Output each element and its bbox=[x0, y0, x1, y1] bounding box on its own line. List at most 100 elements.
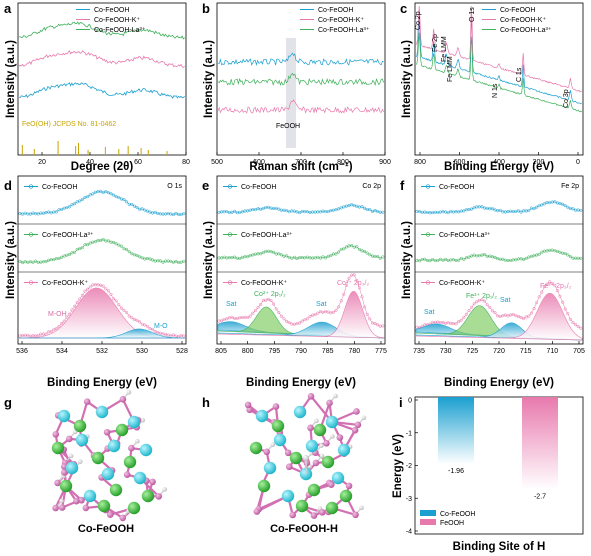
data-point bbox=[300, 319, 304, 323]
x-tick-label: 600 bbox=[454, 159, 466, 166]
peak-label: Fe LMM bbox=[441, 36, 448, 62]
data-point bbox=[127, 314, 131, 318]
data-point bbox=[153, 210, 157, 214]
data-point bbox=[277, 310, 281, 315]
data-point bbox=[438, 257, 442, 261]
x-tick-label: 20 bbox=[38, 159, 46, 166]
data-point bbox=[73, 304, 77, 308]
cyan-metal-atom bbox=[305, 439, 319, 453]
data-point bbox=[459, 256, 463, 260]
legend-label: Co-FeOOH-K⁺ bbox=[318, 17, 364, 24]
data-point bbox=[339, 206, 343, 210]
data-point bbox=[467, 309, 471, 313]
panel-f-fe2p: Co-FeOOH Co-FeOOH-La³⁺ Co-FeOOH-K⁺ Fe 2p S… bbox=[401, 175, 585, 389]
data-point bbox=[122, 198, 126, 202]
data-point bbox=[347, 276, 351, 280]
hydrogen-atom bbox=[162, 487, 168, 492]
data-point bbox=[127, 250, 131, 254]
data-point bbox=[355, 245, 359, 249]
data-point bbox=[34, 259, 38, 263]
data-point bbox=[566, 312, 570, 316]
y-ticks: 0 -1 -2 -3 -4 bbox=[406, 398, 418, 536]
data-point bbox=[21, 212, 25, 216]
component-label-sat-2: Sat bbox=[500, 297, 511, 304]
panel-g-structure bbox=[51, 390, 168, 522]
data-point bbox=[233, 209, 237, 213]
series-line bbox=[415, 5, 582, 93]
data-point bbox=[179, 212, 183, 217]
legend: Co-FeOOH Co-FeOOH-K⁺ Co-FeOOH-La³⁺ bbox=[482, 7, 552, 34]
cyan-metal-atom bbox=[107, 439, 121, 453]
peak-label: Fe 2p bbox=[432, 34, 439, 52]
hydrogen-atom bbox=[140, 417, 146, 423]
data-point bbox=[220, 319, 224, 323]
xrd-curves bbox=[18, 21, 185, 99]
data-point bbox=[80, 197, 84, 202]
data-point bbox=[563, 204, 567, 208]
panel-h-structure bbox=[244, 392, 367, 519]
data-point bbox=[537, 295, 541, 299]
green-metal-atom bbox=[339, 489, 353, 503]
data-point bbox=[516, 209, 520, 213]
core-level-label: O 1s bbox=[167, 183, 182, 190]
data-point bbox=[99, 238, 103, 243]
series-line bbox=[415, 16, 582, 105]
data-point bbox=[54, 210, 58, 214]
legend-label: Co-FeOOH-La³⁺ bbox=[42, 232, 94, 239]
data-point bbox=[233, 255, 237, 259]
green-metal-atom bbox=[307, 483, 321, 497]
data-point bbox=[540, 290, 544, 294]
green-metal-atom bbox=[73, 419, 87, 433]
green-metal-atom bbox=[257, 479, 271, 493]
oxygen-atom bbox=[52, 431, 60, 438]
data-point bbox=[86, 243, 90, 247]
x-tick-label: 790 bbox=[295, 348, 307, 355]
data-point bbox=[125, 311, 129, 315]
oxygen-atom bbox=[149, 478, 156, 486]
data-point bbox=[83, 289, 87, 293]
data-point bbox=[428, 259, 432, 263]
data-point bbox=[44, 259, 48, 264]
data-point bbox=[169, 259, 173, 263]
x-tick-label: 710 bbox=[546, 348, 558, 355]
data-point bbox=[73, 202, 77, 206]
data-point bbox=[472, 302, 476, 306]
data-point bbox=[540, 203, 544, 207]
data-point bbox=[148, 210, 152, 214]
data-point bbox=[86, 195, 90, 199]
data-point bbox=[182, 334, 186, 338]
data-point bbox=[151, 258, 155, 262]
oxygen-atom bbox=[244, 401, 252, 409]
x-tick-label: 530 bbox=[136, 348, 148, 355]
oxygen-atom bbox=[307, 392, 315, 400]
data-point bbox=[574, 323, 578, 327]
data-point bbox=[119, 244, 123, 248]
data-point bbox=[138, 255, 142, 259]
green-metal-atom bbox=[289, 451, 303, 465]
x-tick-label: 800 bbox=[414, 159, 426, 166]
cyan-metal-atom bbox=[273, 433, 287, 447]
data-point bbox=[253, 309, 257, 313]
data-point bbox=[357, 247, 361, 251]
legend-marker bbox=[227, 280, 233, 285]
green-metal-atom bbox=[109, 483, 123, 497]
data-point bbox=[182, 212, 186, 216]
data-point bbox=[373, 322, 377, 326]
data-point bbox=[31, 260, 35, 264]
oxygen-atom bbox=[310, 512, 318, 519]
data-point bbox=[272, 250, 276, 254]
data-point bbox=[350, 244, 354, 248]
peak-label: C 1s bbox=[516, 67, 523, 82]
x-axis-title: Degree (2θ) bbox=[71, 161, 134, 173]
x-tick-label: 400 bbox=[493, 159, 505, 166]
data-point bbox=[470, 207, 474, 211]
data-point bbox=[331, 310, 335, 314]
x-tick-label: 500 bbox=[211, 159, 223, 166]
x-ticks: 20 40 60 80 bbox=[38, 152, 190, 166]
data-point bbox=[285, 254, 289, 258]
fe2p-curves bbox=[415, 200, 583, 341]
cyan-metal-atom bbox=[75, 433, 89, 447]
data-point bbox=[381, 255, 385, 259]
data-point bbox=[112, 240, 116, 244]
